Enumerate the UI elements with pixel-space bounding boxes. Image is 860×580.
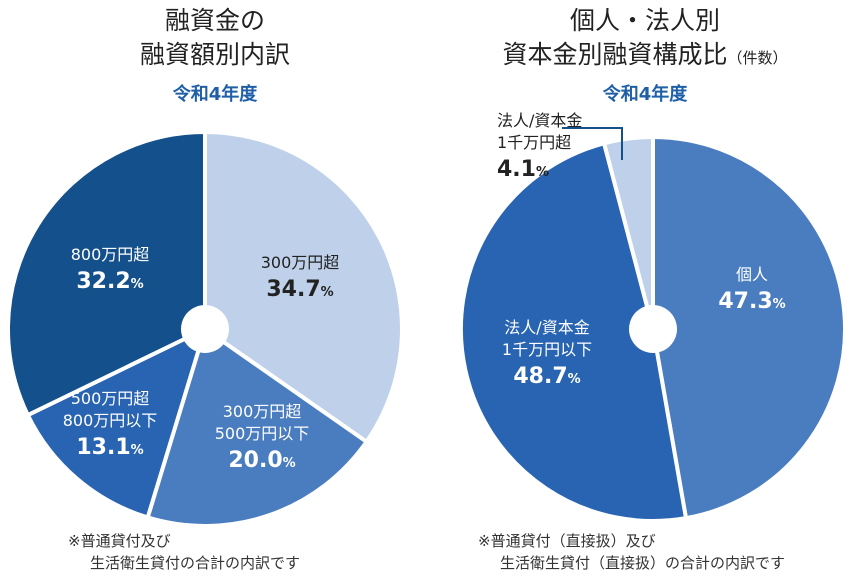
chart-right-slice-2-label-line-1: 法人/資本金: [504, 318, 589, 337]
chart-right-subtitle: 令和4年度: [602, 84, 688, 105]
chart-right-slice-2-label-line-2: 1千万円以下: [502, 340, 592, 359]
chart-left-slice-2: [145, 327, 369, 528]
chart-left-pie: 300万円超34.7%300万円超500万円以下20.0%500万円超800万円…: [6, 130, 404, 528]
chart-right-note-line-2: 生活衛生貸付（直接扱）の合計の内訳です: [500, 554, 786, 572]
chart-right-slice-1-label-line-1: 個人: [736, 265, 768, 284]
chart-right-note: ※普通貸付（直接扱）及び 生活衛生貸付（直接扱）の合計の内訳です: [478, 530, 785, 574]
chart-right-title: 個人・法人別 資本金別融資構成比（件数）: [430, 4, 860, 75]
chart-left-slice-2-label-line-2: 500万円以下: [215, 424, 310, 443]
chart-right-slice-1: [651, 135, 847, 521]
chart-right-leader-line: [562, 127, 623, 160]
chart-right-title-line-1: 個人・法人別: [569, 6, 720, 35]
chart-left-title-line-2: 融資額別内訳: [139, 40, 290, 69]
chart-left-slice-3-label-line-2: 800万円以下: [63, 411, 158, 430]
chart-left-title: 融資金の 融資額別内訳: [0, 4, 430, 72]
chart-left-subtitle: 令和4年度: [172, 84, 258, 105]
chart-left-slice-3: [25, 327, 207, 520]
chart-left-slice-3-label-line-1: 500万円超: [71, 389, 150, 408]
chart-left-slice-4-label-line-1: 800万円超: [71, 245, 150, 264]
chart-right-slice-2: [458, 141, 688, 524]
chart-left-center-hole: [181, 305, 229, 353]
chart-right-slice-3-label: 法人/資本金 1千万円超 4.1%: [497, 111, 582, 182]
chart-left-title-line-1: 融資金の: [164, 6, 265, 35]
chart-left-slice-2-label-line-1: 300万円超: [223, 402, 302, 421]
chart-left-note-line-1: ※普通貸付及び: [68, 532, 171, 550]
chart-left: 融資金の 融資額別内訳 令和4年度 300万円超 34.7% 300万円超 500万円…: [0, 4, 430, 574]
chart-right-title-line-2: 資本金別融資構成比: [502, 40, 728, 69]
chart-left-note-line-2: 生活衛生貸付の合計の内訳です: [90, 554, 301, 572]
chart-right: 個人・法人別 資本金別融資構成比（件数） 令和4年度 個人 47.3% 法人/資本金…: [430, 0, 860, 580]
chart-left-slice-1: [203, 130, 404, 444]
chart-right-slice-3-label-line-1: 法人/資本金: [497, 111, 582, 130]
chart-left-slice-4: [6, 130, 207, 418]
chart-right-slice-3-value: 4.1%: [497, 157, 549, 182]
chart-left-note: ※普通貸付及び 生活衛生貸付の合計の内訳です: [68, 530, 300, 574]
chart-right-title-suffix: （件数）: [727, 49, 788, 67]
chart-left-slice-1-label-line-1: 300万円超: [261, 253, 340, 272]
chart-right-slice-3: [602, 135, 655, 331]
chart-right-slice-3-label-line-2: 1千万円超: [497, 133, 571, 152]
chart-right-center-hole: [629, 305, 677, 353]
chart-right-note-line-1: ※普通貸付（直接扱）及び: [478, 532, 656, 550]
chart-right-title-line-2-wrap: 資本金別融資構成比（件数）: [430, 38, 860, 75]
